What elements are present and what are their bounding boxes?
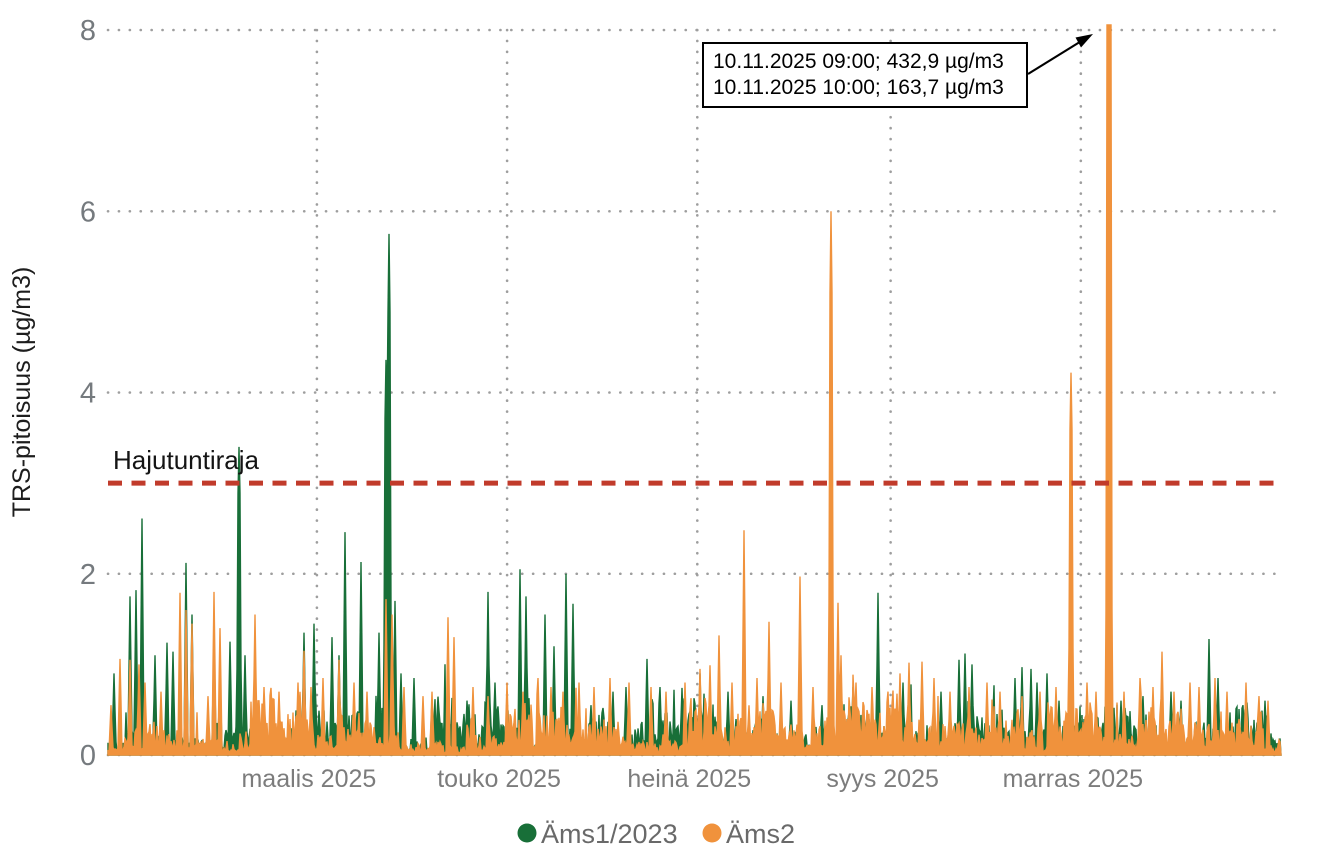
x-tick-label: marras 2025	[1003, 765, 1143, 793]
x-tick-label: touko 2025	[437, 765, 561, 793]
annotation-line-2: 10.11.2025 10:00; 163,7 µg/m3	[713, 76, 1004, 99]
legend-item-ams2[interactable]: Äms2	[702, 819, 796, 849]
annotation-callout: 10.11.2025 09:00; 432,9 µg/m3 10.11.2025…	[702, 34, 1093, 108]
y-tick-label: 4	[80, 378, 96, 410]
legend-swatch-ams1-icon	[517, 823, 537, 843]
y-tick-label: 2	[80, 559, 96, 591]
x-tick-label: maalis 2025	[241, 765, 376, 793]
x-axis-ticks: maalis 2025 touko 2025 heinä 2025 syys 2025…	[241, 765, 1142, 793]
annotation-line-1: 10.11.2025 09:00; 432,9 µg/m3	[713, 50, 1004, 73]
annotation-arrow-line	[1027, 39, 1084, 75]
legend-swatch-ams2-icon	[702, 823, 722, 843]
x-tick-label: syys 2025	[826, 765, 939, 793]
y-axis-ticks: 0 2 4 6 8	[80, 15, 96, 772]
threshold-label: Hajutuntiraja	[113, 445, 260, 475]
x-tick-label: heinä 2025	[627, 765, 751, 793]
annotation-box	[702, 42, 1028, 108]
legend-label-ams1: Äms1/2023	[541, 819, 678, 849]
legend-label-ams2: Äms2	[726, 819, 795, 849]
legend: Äms1/2023 Äms2	[517, 819, 796, 849]
legend-item-ams1[interactable]: Äms1/2023	[517, 819, 678, 849]
annotation-arrow-head-icon	[1075, 34, 1093, 48]
y-tick-label: 8	[80, 15, 96, 47]
y-tick-label: 0	[80, 740, 96, 772]
series-areas	[107, 24, 1282, 757]
y-axis-title: TRS-pitoisuus (µg/m3)	[8, 267, 36, 518]
series-area-ams2[interactable]	[107, 24, 1282, 757]
y-tick-label: 6	[80, 196, 96, 228]
